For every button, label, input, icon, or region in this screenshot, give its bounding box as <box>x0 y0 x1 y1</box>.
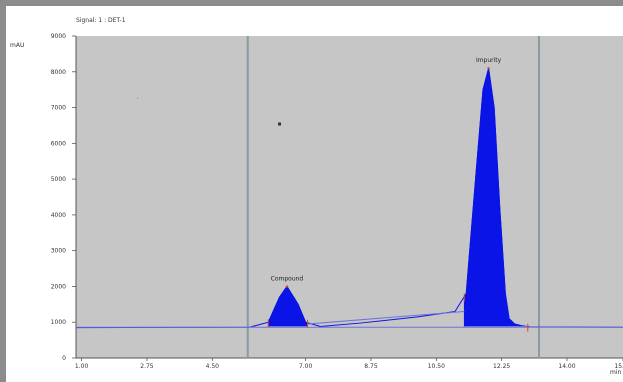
x-tick-label: 12.25 <box>493 363 510 370</box>
y-tick-label: 5000 <box>51 176 66 183</box>
x-tick-label: 15.75 <box>614 363 623 370</box>
x-tick-label: 14.00 <box>558 363 575 370</box>
x-tick-label: 7.00 <box>299 363 313 370</box>
plot-area <box>76 36 623 358</box>
y-tick-label: 4000 <box>51 212 66 219</box>
peak-apex-mark <box>487 67 490 70</box>
y-axis-label: mAU <box>10 42 24 49</box>
peak-label: Compound <box>271 275 304 282</box>
y-tick-label: 6000 <box>51 140 66 147</box>
series-line <box>75 68 623 329</box>
y-tick-label: 0 <box>62 355 66 362</box>
x-tick-label: 1.00 <box>75 363 89 370</box>
x-tick-label: 2.75 <box>140 363 154 370</box>
baseline-segment <box>307 310 465 325</box>
y-tick-label: 1000 <box>51 319 66 326</box>
annotation-mark: · <box>137 95 139 102</box>
x-tick-label: 8.75 <box>364 363 378 370</box>
x-tick-label: 10.50 <box>428 363 445 370</box>
y-tick-label: 7000 <box>51 105 66 112</box>
y-tick-label: 8000 <box>51 69 66 76</box>
x-tick-label: 4.50 <box>206 363 220 370</box>
peak-label: Impurity <box>476 57 502 64</box>
chart-title: Signal: 1 : DET-1 <box>76 17 126 24</box>
peak-apex-mark <box>285 285 289 288</box>
annotation-mark: ▪ <box>277 120 281 127</box>
y-tick-label: 3000 <box>51 248 66 255</box>
x-axis-label: min <box>610 369 622 376</box>
y-tick-label: 2000 <box>51 283 66 290</box>
y-tick-label: 9000 <box>51 33 66 40</box>
